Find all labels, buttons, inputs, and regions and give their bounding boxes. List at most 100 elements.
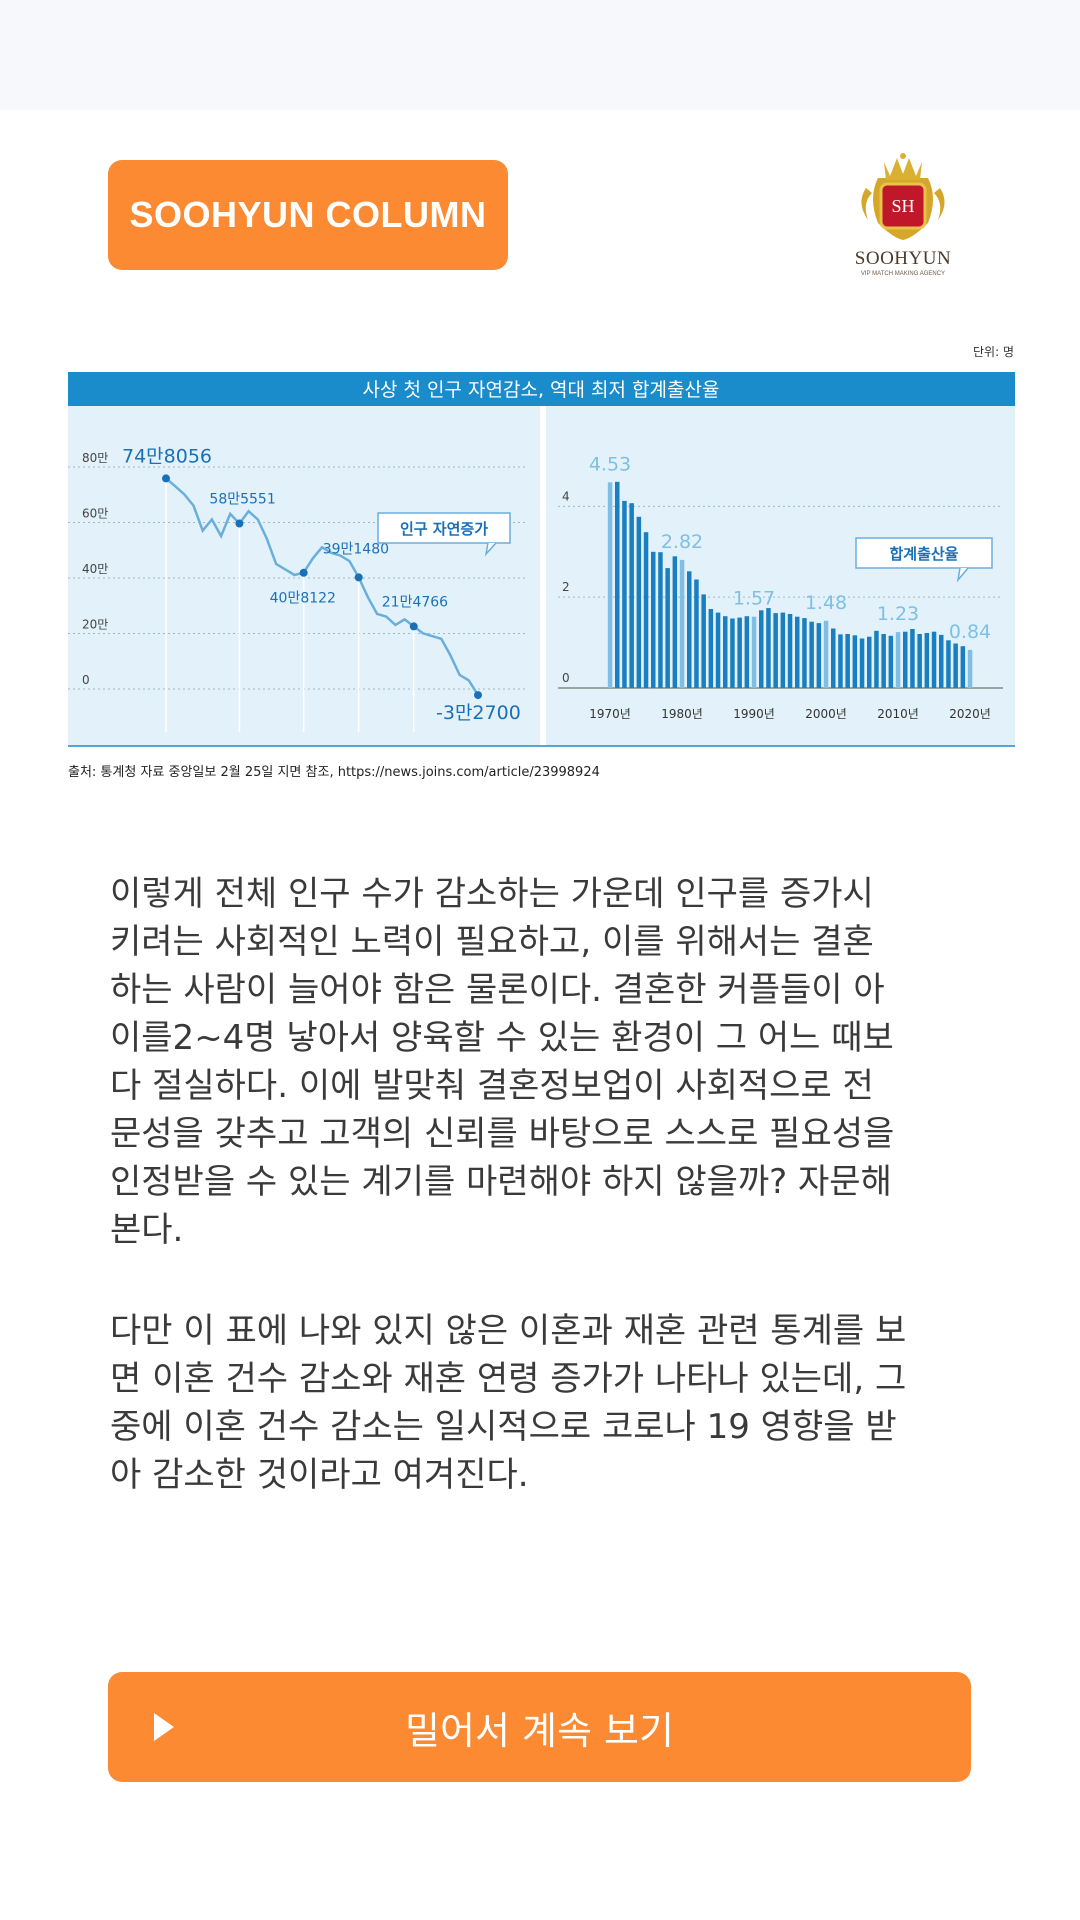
bar-x-tick: 2000년 — [805, 707, 847, 721]
fertility-bar — [672, 556, 678, 688]
line-data-label: 58만5551 — [209, 492, 275, 508]
article-paragraph-2: 다만 이 표에 나와 있지 않은 이혼과 재혼 관련 통계를 보 면 이혼 건수… — [110, 1311, 907, 1495]
fertility-bar — [895, 632, 901, 688]
swipe-continue-button[interactable]: 밀어서 계속 보기 — [108, 1672, 971, 1782]
line-data-label: -3만2700 — [436, 702, 521, 724]
bar-y-tick: 0 — [562, 671, 570, 685]
fertility-bar — [636, 516, 642, 688]
population-chart: 단위: 명 사상 첫 인구 자연감소, 역대 최저 합계출산율 80만 60만 40… — [68, 340, 1015, 780]
fertility-bar — [744, 616, 750, 688]
fertility-bar — [816, 623, 822, 688]
fertility-bar — [924, 633, 930, 688]
line-point — [409, 622, 418, 631]
bar-chart-group: 4 2 0 4.53 1970년 2.82 1980년 1.57 1990년 1.48 2000년 1… — [558, 453, 1003, 721]
fertility-bar — [917, 634, 922, 688]
line-y-tick: 40만 — [82, 562, 108, 576]
fertility-bar — [787, 614, 793, 688]
bar-legend-pointer — [956, 567, 969, 583]
swipe-continue-label: 밀어서 계속 보기 — [405, 1708, 674, 1753]
chart-unit-note: 단위: 명 — [973, 345, 1014, 359]
fertility-bar — [859, 638, 865, 688]
fertility-bar — [953, 643, 958, 688]
chart-title: 사상 첫 인구 자연감소, 역대 최저 합계출산율 — [363, 379, 720, 401]
soohyun-logo: SH SOOHYUN VIP MATCH MAKING AGENCY — [848, 148, 958, 288]
fertility-bar — [802, 618, 807, 688]
fertility-bar — [931, 631, 937, 688]
line-legend-pointer — [484, 542, 497, 557]
line-point — [235, 519, 244, 528]
line-point — [162, 474, 170, 483]
fertility-bar — [881, 634, 886, 688]
bar-data-label: 0.84 — [949, 621, 991, 643]
line-y-tick: 60만 — [82, 507, 108, 521]
fertility-bar — [831, 628, 836, 688]
bar-data-label: 1.23 — [877, 603, 919, 625]
fertility-bar — [766, 608, 771, 688]
fertility-bar — [615, 481, 620, 688]
crest-icon: SH — [861, 153, 945, 240]
fertility-bar — [809, 621, 814, 688]
fertility-bar — [715, 612, 721, 688]
fertility-bar — [651, 551, 656, 689]
fertility-bar — [730, 618, 735, 688]
fertility-bar — [888, 635, 894, 688]
article-paragraph-1: 이렇게 전체 인구 수가 감소하는 가운데 인구를 증가시 키려는 사회적인 노… — [110, 874, 895, 1250]
fertility-bar — [960, 646, 966, 688]
fertility-bar — [759, 610, 764, 688]
bar-data-label: 1.57 — [733, 588, 775, 610]
fertility-bar — [946, 640, 951, 688]
fertility-bar — [737, 617, 742, 688]
chart-title-bar — [68, 372, 1015, 406]
fertility-bar — [658, 552, 663, 688]
line-data-label: 39만1480 — [323, 541, 389, 557]
line-point — [354, 573, 363, 582]
line-legend-label: 인구 자연증가 — [400, 520, 488, 538]
population-line — [165, 477, 480, 696]
fertility-bar — [694, 579, 699, 688]
fertility-bar — [607, 482, 613, 688]
fertility-bar — [823, 620, 829, 688]
fertility-bar — [939, 634, 944, 688]
line-data-label: 74만8056 — [122, 445, 212, 467]
chart-svg: 단위: 명 사상 첫 인구 자연감소, 역대 최저 합계출산율 80만60만40… — [68, 345, 1015, 780]
fertility-bar — [622, 500, 627, 688]
line-y-tick: 20만 — [82, 618, 108, 632]
fertility-bar — [751, 616, 757, 688]
fertility-bar — [967, 649, 973, 688]
line-data-label: 40만8122 — [270, 591, 336, 607]
play-icon — [154, 1713, 174, 1741]
line-y-tick: 0 — [82, 673, 90, 687]
line-point — [299, 568, 308, 577]
fertility-bar — [679, 559, 685, 688]
fertility-bar — [910, 629, 915, 688]
fertility-bar — [874, 630, 879, 688]
bar-data-label: 1.48 — [805, 592, 847, 614]
bar-x-tick: 1980년 — [661, 707, 703, 721]
line-point — [474, 691, 482, 700]
bar-x-tick: 2010년 — [877, 707, 919, 721]
chart-source: 출처: 통계청 자료 중앙일보 2월 25일 지면 참조, https://ne… — [68, 765, 600, 780]
bar-y-tick: 4 — [562, 489, 570, 503]
bar-x-tick: 2020년 — [949, 707, 991, 721]
logo-brand: SOOHYUN — [854, 248, 952, 269]
fertility-bar — [845, 634, 850, 688]
bar-legend-label: 합계출산율 — [889, 545, 958, 563]
logo-monogram: SH — [891, 196, 914, 216]
line-data-label: 21만4766 — [382, 594, 448, 610]
fertility-bar — [795, 616, 800, 688]
bar-legend-box — [855, 537, 993, 569]
fertility-bar — [903, 631, 908, 688]
fertility-bar — [867, 636, 872, 688]
fertility-bar — [780, 612, 786, 688]
fertility-bar — [629, 503, 634, 688]
fertility-bar — [708, 609, 714, 688]
fertility-bar — [723, 616, 728, 688]
fertility-bar — [687, 571, 692, 688]
fertility-bar — [773, 613, 778, 688]
bar-data-label: 2.82 — [661, 531, 703, 553]
fertility-bar — [852, 635, 858, 688]
logo-tagline: VIP MATCH MAKING AGENCY — [860, 271, 946, 277]
fertility-bar — [643, 532, 649, 688]
bar-y-tick: 2 — [562, 580, 570, 594]
line-chart-group: 80만 60만 40만 20만 0 74만8056 58만5551 40만8122 39만148… — [68, 445, 528, 732]
